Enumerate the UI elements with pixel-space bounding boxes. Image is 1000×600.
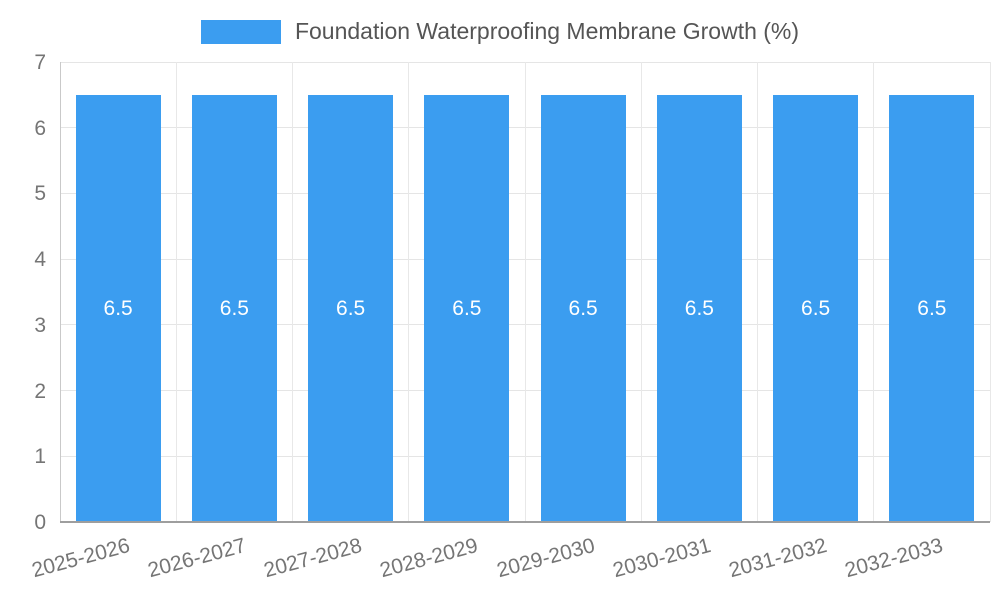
y-axis-tick-label: 7 [34,51,46,74]
bar-value-label: 6.5 [801,297,831,321]
x-axis-tick-label: 2027-2028 [261,534,365,583]
y-axis-tick-label: 3 [34,313,46,337]
chart-legend: Foundation Waterproofing Membrane Growth… [0,18,1000,45]
bar-value-label: 6.5 [103,297,133,321]
gridline [640,62,642,522]
x-axis-tick-label: 2028-2029 [377,534,481,583]
bar-value-label: 6.5 [568,297,598,321]
bar-value-label: 6.5 [917,297,947,321]
bar-value-label: 6.5 [219,297,249,321]
y-axis-tick-label: 1 [34,445,46,469]
bar-value-label: 6.5 [336,297,366,321]
bar: 6.5 [75,94,161,522]
y-axis-tick-label: 4 [34,248,46,272]
bar: 6.5 [424,94,510,522]
y-axis-tick-label: 6 [34,116,46,140]
bar-value-label: 6.5 [452,297,482,321]
gridline [524,62,526,522]
x-axis-tick-label: 2031-2032 [726,534,830,583]
gridline [175,62,177,522]
bar: 6.5 [191,94,277,522]
gridline [873,62,875,522]
x-axis-line [60,521,990,523]
x-axis-tick-label: 2025-2026 [29,534,133,583]
gridline [408,62,410,522]
bar: 6.5 [540,94,626,522]
y-axis-line [60,62,61,522]
x-axis-tick-label: 2026-2027 [145,534,249,583]
y-axis-tick-label: 2 [34,379,46,403]
bar: 6.5 [656,94,742,522]
bar-value-label: 6.5 [684,297,714,321]
y-axis-tick-label: 0 [34,511,46,534]
legend-swatch[interactable] [200,19,281,44]
y-axis-tick-label: 5 [34,182,46,206]
bar: 6.5 [773,94,859,522]
chart-title: Foundation Waterproofing Membrane Growth… [294,18,800,44]
bar: 6.5 [889,94,975,522]
gridline [989,62,991,522]
bar: 6.5 [308,94,394,522]
x-axis-tick-label: 2029-2030 [494,534,598,583]
gridline [292,62,293,522]
x-axis-tick-label: 2032-2033 [842,534,946,583]
gridline [757,62,758,522]
x-axis-tick-label: 2030-2031 [610,534,714,583]
